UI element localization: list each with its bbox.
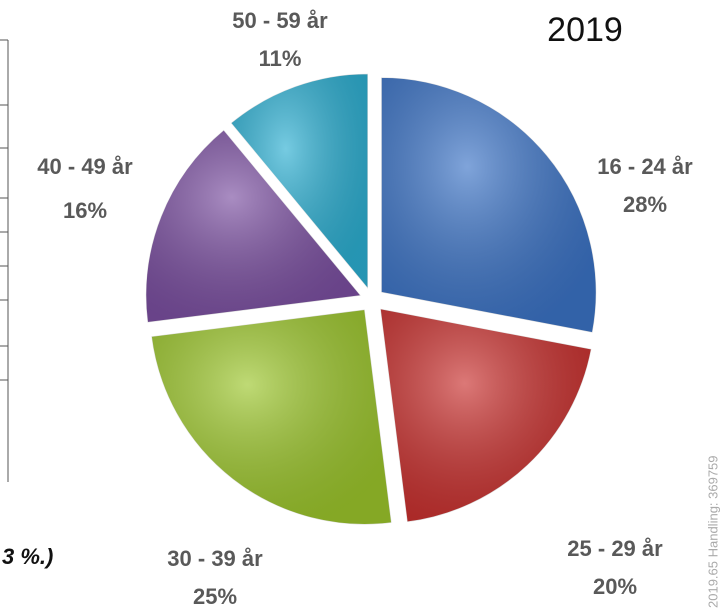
- pie-slice: [380, 76, 597, 334]
- pie-slice: [379, 308, 592, 523]
- slice-label: 30 - 39 år: [167, 546, 263, 571]
- side-note: 2019.65 Handling: 369759: [705, 455, 720, 608]
- footnote-fragment: 3 %.): [2, 544, 53, 569]
- slice-value-label: 16%: [63, 198, 107, 223]
- slice-value-label: 28%: [623, 192, 667, 217]
- pie-slice: [150, 308, 393, 525]
- table-fragment: [0, 39, 9, 482]
- slice-value-label: 25%: [193, 584, 237, 609]
- slice-label: 50 - 59 år: [232, 8, 328, 33]
- slice-value-label: 20%: [593, 574, 637, 599]
- slice-label: 25 - 29 år: [567, 536, 663, 561]
- slice-label: 40 - 49 år: [37, 154, 133, 179]
- chart-title: 2019: [547, 11, 623, 49]
- slice-label: 16 - 24 år: [597, 154, 693, 179]
- slice-value-label: 11%: [259, 46, 302, 71]
